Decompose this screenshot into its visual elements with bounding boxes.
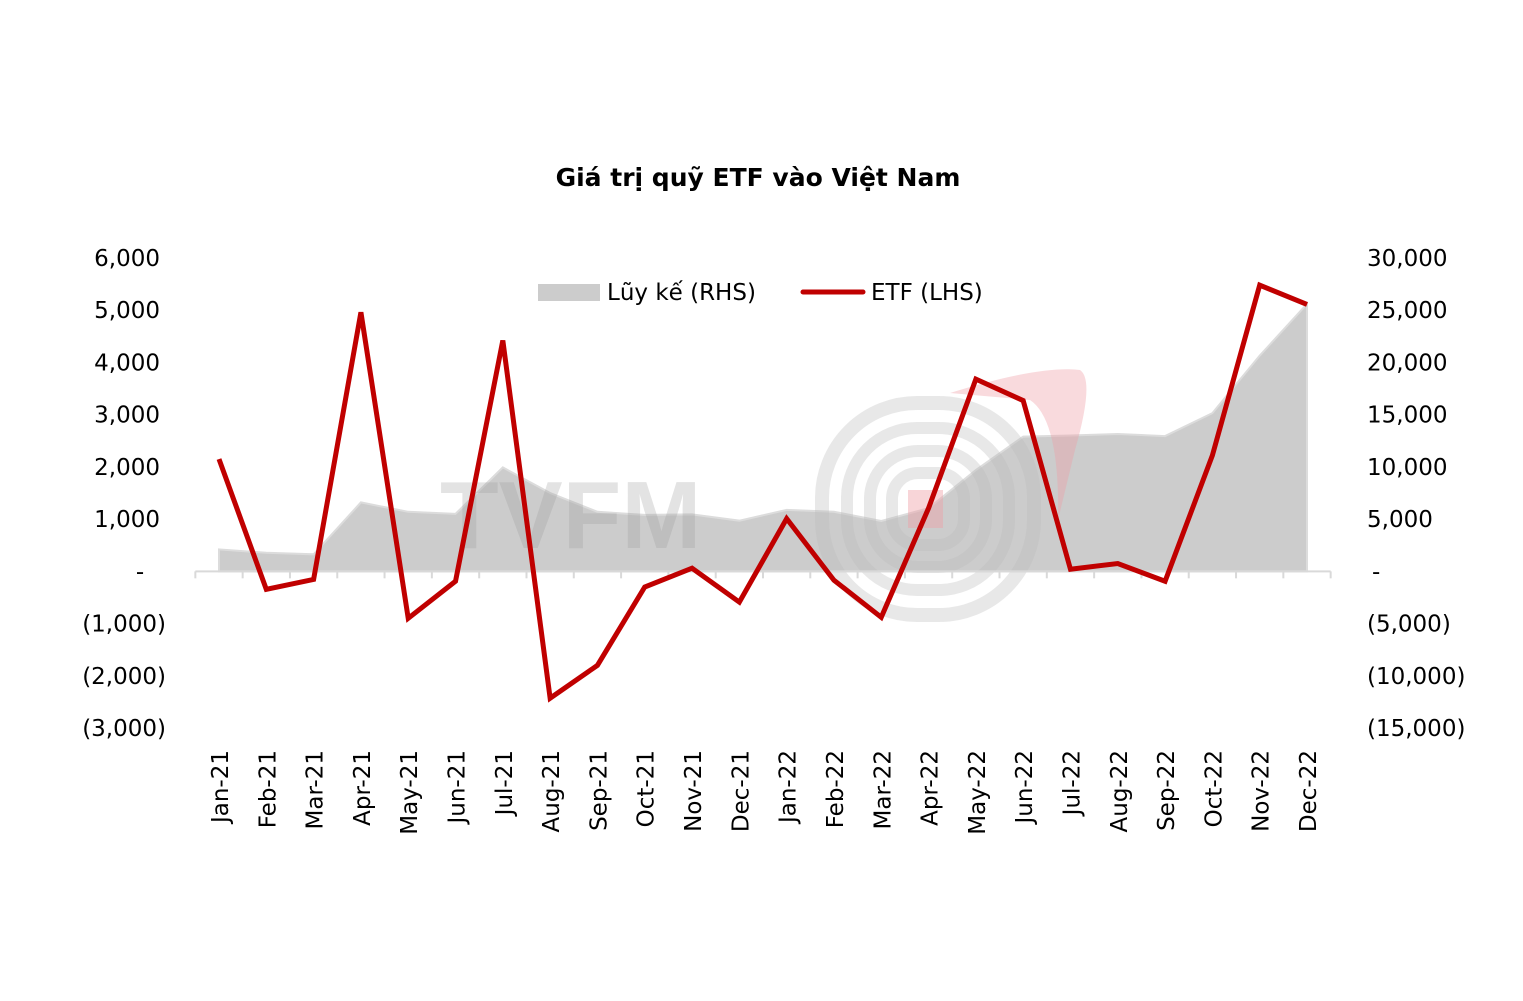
tvfm-watermark: TVFM [440,369,1087,622]
right-axis-tick-label: (15,000) [1367,716,1465,742]
right-axis-tick-label: 25,000 [1367,298,1447,324]
legend-swatch-cumulative [538,284,600,301]
right-axis-tick-label: 5,000 [1367,507,1433,533]
right-axis-tick-label: 20,000 [1367,350,1447,376]
x-axis-tick-label: Oct-22 [1201,750,1227,827]
right-axis-tick-label: 30,000 [1367,246,1447,272]
x-axis-tick-label: Jul-21 [492,750,518,817]
x-axis-tick-label: Apr-22 [918,750,944,826]
x-axis-tick-label: Mar-22 [870,750,896,830]
left-axis-tick-label: 6,000 [94,246,160,272]
right-axis-tick-label: (10,000) [1367,664,1465,690]
right-axis-tick-label: 15,000 [1367,403,1447,429]
x-axis-tick-label: Dec-21 [728,750,754,832]
x-axis-tick-label: Feb-22 [823,750,849,828]
x-axis-tick-label: May-22 [965,750,991,835]
x-axis-tick-label: Sep-22 [1154,750,1180,831]
x-axis-tick-label: Dec-22 [1296,750,1322,832]
left-axis-tick-label: (1,000) [82,612,166,638]
left-axis-tick-label: 5,000 [94,298,160,324]
x-axis-tick-label: Jan-22 [776,750,802,825]
x-axis-tick-label: Aug-22 [1107,750,1133,832]
x-axis-tick-label: Sep-21 [586,750,612,831]
chart-title: Giá trị quỹ ETF vào Việt Nam [556,163,961,192]
left-axis-tick-label: 2,000 [94,455,160,481]
x-axis-tick-label: Aug-21 [539,750,565,832]
right-axis-tick-label: (5,000) [1367,612,1451,638]
left-axis-tick-label: 3,000 [94,403,160,429]
left-axis-tick-label: 4,000 [94,350,160,376]
cumulative-area [218,301,1308,573]
left-axis-tick-label: (3,000) [82,716,166,742]
left-axis-tick-label: 1,000 [94,507,160,533]
x-axis-tick-label: May-21 [397,750,423,835]
x-axis-tick-label: Apr-21 [350,750,376,826]
right-axis-tick-label: 10,000 [1367,455,1447,481]
x-axis-tick-label: Jan-21 [208,750,234,825]
legend-label-etf: ETF (LHS) [871,280,983,306]
legend: Lũy kế (RHS) ETF (LHS) [538,280,983,306]
x-axis-tick-label: Mar-21 [303,750,329,830]
right-axis-tick-label: - [1372,559,1380,585]
legend-label-cumulative: Lũy kế (RHS) [607,280,756,306]
x-axis-tick-label: Nov-22 [1249,750,1275,832]
x-axis-tick-label: Oct-21 [634,750,660,827]
etf-line [216,281,1308,703]
x-axis-tick-label: Feb-21 [255,750,281,828]
x-axis-tick-label: Jul-22 [1059,750,1085,817]
watermark-text: TVFM [440,462,701,569]
left-axis-tick-label: (2,000) [82,664,166,690]
x-axis-tick-label: Jun-22 [1012,750,1038,826]
left-axis-tick-label: - [136,559,144,585]
x-axis-tick-label: Nov-21 [681,750,707,832]
x-axis-tick-label: Jun-21 [445,750,471,826]
